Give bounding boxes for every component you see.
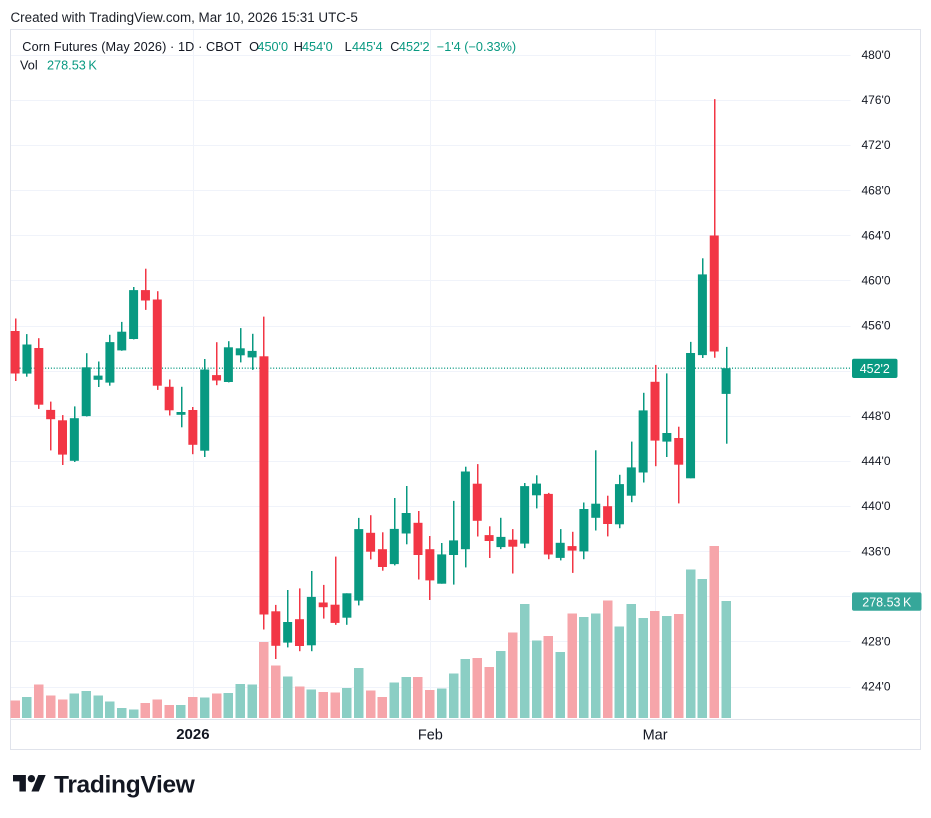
svg-text:472'0: 472'0	[862, 138, 891, 152]
svg-text:Corn Futures (May 2026) · 1D ·: Corn Futures (May 2026) · 1D · CBOT	[22, 40, 242, 54]
svg-text:444'0: 444'0	[862, 454, 891, 468]
svg-text:460'0: 460'0	[862, 274, 891, 288]
svg-text:Mar: Mar	[643, 728, 668, 744]
svg-text:450'0: 450'0	[257, 40, 288, 54]
svg-text:Feb: Feb	[418, 728, 443, 744]
svg-text:436'0: 436'0	[862, 544, 891, 558]
svg-text:476'0: 476'0	[862, 93, 891, 107]
svg-text:O: O	[249, 40, 259, 54]
svg-text:278.53 K: 278.53 K	[862, 595, 912, 609]
svg-text:428'0: 428'0	[862, 635, 891, 649]
svg-text:440'0: 440'0	[862, 499, 891, 513]
svg-text:278.53 K: 278.53 K	[47, 58, 97, 72]
svg-text:L: L	[345, 40, 352, 54]
svg-text:464'0: 464'0	[862, 229, 891, 243]
svg-text:468'0: 468'0	[862, 183, 891, 197]
svg-text:Created with TradingView.com,: Created with TradingView.com, Mar 10, 20…	[11, 10, 358, 25]
svg-text:454'0: 454'0	[302, 40, 333, 54]
svg-text:−1'4 (−0.33%): −1'4 (−0.33%)	[437, 40, 516, 54]
svg-text:H: H	[294, 40, 303, 54]
svg-text:2026: 2026	[176, 726, 209, 743]
svg-text:456'0: 456'0	[862, 319, 891, 333]
svg-text:445'4: 445'4	[352, 40, 383, 54]
svg-text:C: C	[390, 40, 399, 54]
svg-text:452'2: 452'2	[399, 40, 430, 54]
svg-text:448'0: 448'0	[862, 409, 891, 423]
svg-text:424'0: 424'0	[862, 680, 891, 694]
svg-text:480'0: 480'0	[862, 48, 891, 62]
svg-text:TradingView: TradingView	[54, 772, 196, 799]
svg-text:452'2: 452'2	[860, 362, 890, 376]
svg-text:Vol: Vol	[20, 58, 38, 72]
